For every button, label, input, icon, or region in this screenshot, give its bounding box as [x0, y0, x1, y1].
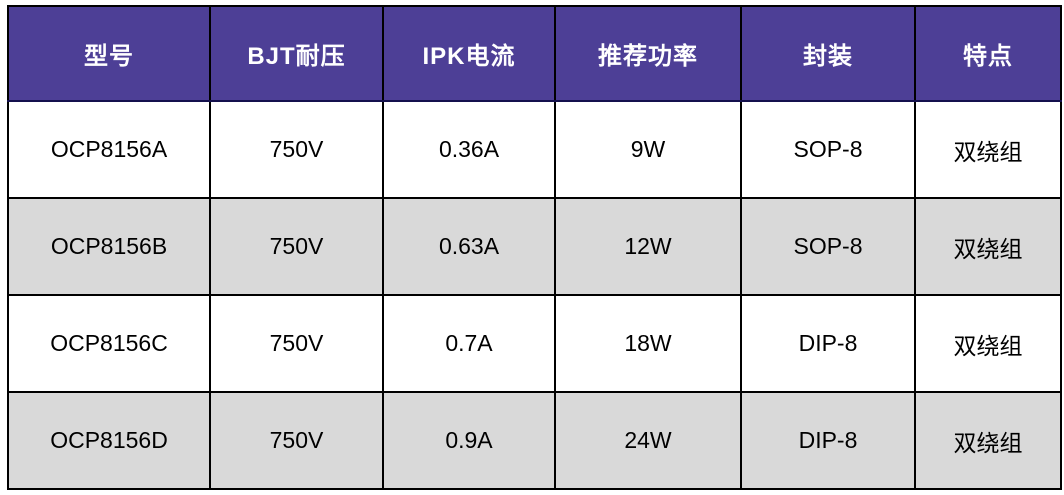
table-row: OCP8156D 750V 0.9A 24W DIP-8 双绕组	[7, 391, 1062, 490]
product-spec-table: 型号 BJT耐压 IPK电流 推荐功率 封装 特点 OCP8156A 750V …	[7, 5, 1062, 490]
cell-bjt-voltage: 750V	[209, 294, 384, 393]
cell-model: OCP8156C	[7, 294, 211, 393]
cell-bjt-voltage: 750V	[209, 197, 384, 296]
cell-model: OCP8156A	[7, 100, 211, 199]
cell-bjt-voltage: 750V	[209, 100, 384, 199]
cell-package: SOP-8	[740, 197, 916, 296]
cell-package: DIP-8	[740, 294, 916, 393]
cell-feature: 双绕组	[914, 197, 1062, 296]
cell-bjt-voltage: 750V	[209, 391, 384, 490]
cell-recommended-power: 24W	[554, 391, 742, 490]
cell-ipk-current: 0.9A	[382, 391, 556, 490]
cell-ipk-current: 0.36A	[382, 100, 556, 199]
column-header-bjt-voltage: BJT耐压	[209, 5, 384, 102]
table-header-row: 型号 BJT耐压 IPK电流 推荐功率 封装 特点	[7, 5, 1062, 102]
table-row: OCP8156B 750V 0.63A 12W SOP-8 双绕组	[7, 197, 1062, 296]
cell-feature: 双绕组	[914, 100, 1062, 199]
cell-package: DIP-8	[740, 391, 916, 490]
column-header-model: 型号	[7, 5, 211, 102]
cell-ipk-current: 0.63A	[382, 197, 556, 296]
cell-recommended-power: 18W	[554, 294, 742, 393]
cell-model: OCP8156D	[7, 391, 211, 490]
cell-model: OCP8156B	[7, 197, 211, 296]
table-row: OCP8156C 750V 0.7A 18W DIP-8 双绕组	[7, 294, 1062, 393]
table-row: OCP8156A 750V 0.36A 9W SOP-8 双绕组	[7, 100, 1062, 199]
cell-package: SOP-8	[740, 100, 916, 199]
cell-feature: 双绕组	[914, 294, 1062, 393]
cell-feature: 双绕组	[914, 391, 1062, 490]
cell-recommended-power: 9W	[554, 100, 742, 199]
cell-recommended-power: 12W	[554, 197, 742, 296]
column-header-package: 封装	[740, 5, 916, 102]
column-header-feature: 特点	[914, 5, 1062, 102]
column-header-ipk-current: IPK电流	[382, 5, 556, 102]
column-header-recommended-power: 推荐功率	[554, 5, 742, 102]
cell-ipk-current: 0.7A	[382, 294, 556, 393]
